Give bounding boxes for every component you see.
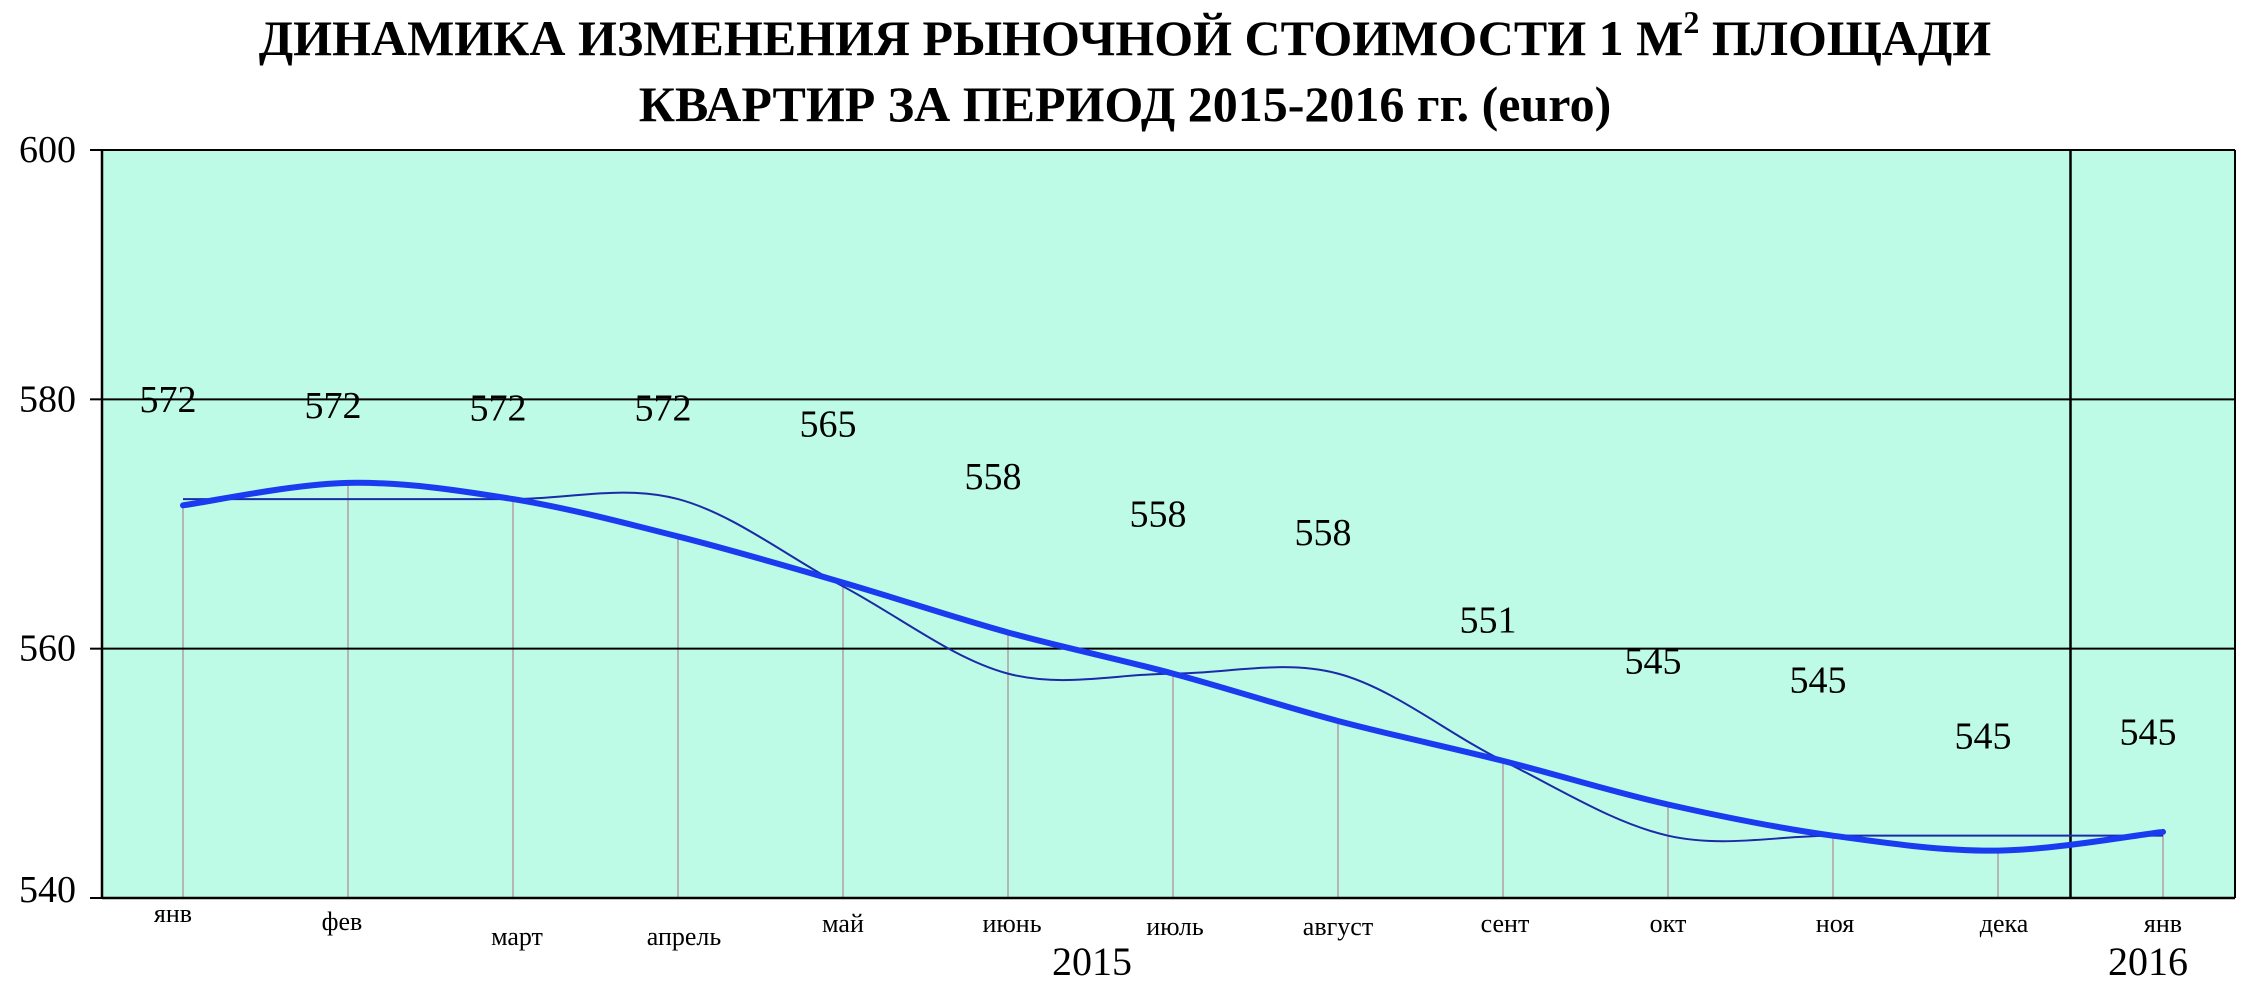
y-tick-label: 600 [19, 129, 76, 171]
x-tick-label: апрель [647, 922, 722, 951]
series-group [180, 479, 2166, 854]
year-label: 2015 [1052, 939, 1132, 984]
chart-title-line-1: ДИНАМИКА ИЗМЕНЕНИЯ РЫНОЧНОЙ СТОИМОСТИ 1 … [0, 6, 2250, 70]
data-label: 545 [1955, 715, 2012, 757]
data-label: 572 [470, 388, 527, 430]
data-label: 558 [1295, 512, 1352, 554]
x-tick-label: май [822, 909, 864, 938]
x-tick-label: янв [154, 899, 192, 928]
x-tick-label: дека [1980, 909, 2029, 938]
title-superscript: 2 [1683, 4, 1700, 40]
data-label: 572 [305, 385, 362, 427]
trend-series-line [180, 479, 2166, 854]
x-tick-label: окт [1650, 909, 1687, 938]
data-label: 565 [800, 404, 857, 446]
labels-group: 540 560 580 600 янв фев март апрель май июнь июль а… [19, 129, 2188, 984]
plot-area [102, 150, 2235, 898]
x-tick-label: янв [2144, 909, 2182, 938]
y-tick-label: 580 [19, 378, 76, 420]
data-label: 558 [1130, 493, 1187, 535]
data-label: 545 [1790, 659, 1847, 701]
y-tick-label: 540 [19, 869, 76, 911]
axes [90, 149, 2236, 900]
data-label: 551 [1460, 599, 1517, 641]
drop-lines [182, 482, 2164, 898]
x-tick-label: август [1303, 912, 1373, 941]
x-tick-label: ноя [1816, 909, 1854, 938]
x-tick-label: сент [1481, 909, 1530, 938]
data-label: 572 [635, 388, 692, 430]
title-prefix: ДИНАМИКА ИЗМЕНЕНИЯ РЫНОЧНОЙ СТОИМОСТИ 1 … [258, 10, 1684, 66]
chart-title-line-2: КВАРТИР ЗА ПЕРИОД 2015-2016 гг. (euro) [638, 76, 1612, 132]
data-label: 558 [965, 456, 1022, 498]
x-tick-label: фев [322, 907, 363, 936]
data-label: 545 [1625, 641, 1682, 683]
y-tick-label: 560 [19, 628, 76, 670]
x-tick-label: март [491, 922, 543, 951]
data-label: 545 [2120, 712, 2177, 754]
title-suffix: ПЛОЩАДИ [1699, 10, 1992, 66]
x-tick-label: июль [1146, 912, 1204, 941]
x-tick-label: июнь [982, 909, 1041, 938]
data-label: 572 [140, 379, 197, 421]
year-label: 2016 [2108, 939, 2188, 984]
